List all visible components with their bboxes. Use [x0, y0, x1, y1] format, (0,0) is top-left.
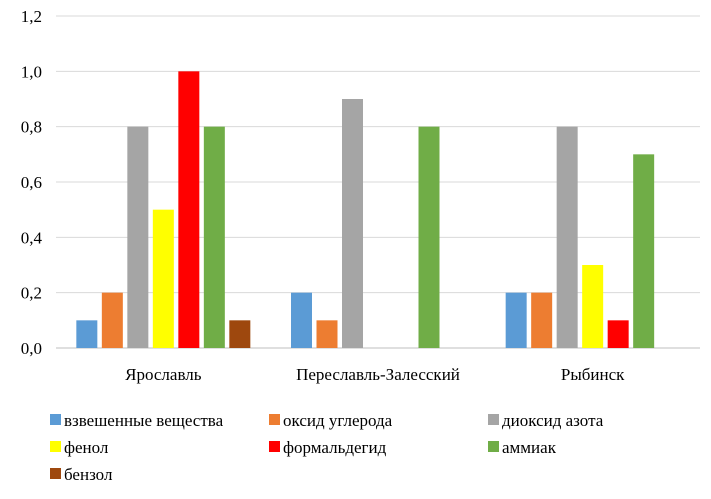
- legend-label: фенол: [64, 438, 109, 457]
- legend-swatch: [269, 414, 280, 425]
- bar-4-1: [152, 209, 174, 348]
- bar-1-3: [505, 292, 527, 348]
- bar-2-3: [531, 292, 553, 348]
- bar-3-3: [556, 126, 578, 349]
- legend: взвешенные вещества оксид углерода диоксид…: [50, 411, 604, 484]
- bar-7-1: [229, 320, 251, 348]
- x-axis: Ярославль Переславль-Залесский Рыбинск: [125, 365, 625, 384]
- x-category-label: Рыбинск: [561, 365, 625, 384]
- y-tick-label: 0,4: [21, 228, 43, 247]
- legend-swatch: [488, 414, 499, 425]
- y-tick-label: 0,6: [21, 173, 42, 192]
- y-tick-label: 0,8: [21, 118, 42, 137]
- legend-label: бензол: [64, 465, 113, 484]
- bar-1-1: [76, 320, 98, 348]
- legend-label: оксид углерода: [283, 411, 393, 430]
- bar-6-2: [418, 126, 440, 349]
- y-tick-label: 1,0: [21, 62, 42, 81]
- legend-swatch: [50, 441, 61, 452]
- bar-3-2: [342, 99, 363, 348]
- y-tick-label: 0,2: [21, 284, 42, 303]
- bar-2-2: [316, 320, 338, 348]
- y-tick-label: 1,2: [21, 7, 42, 26]
- legend-label: взвешенные вещества: [64, 411, 224, 430]
- bar-5-3: [607, 320, 629, 348]
- legend-swatch: [50, 414, 61, 425]
- bar-1-2: [291, 292, 312, 348]
- y-axis: 0,0 0,2 0,4 0,6 0,8 1,0 1,2: [21, 7, 43, 358]
- gridlines: [56, 15, 700, 349]
- bar-6-1: [203, 126, 225, 349]
- bar-3-1: [127, 126, 149, 349]
- bar-2-1: [101, 292, 123, 348]
- legend-swatch: [50, 468, 61, 479]
- legend-label: аммиак: [502, 438, 557, 457]
- bar-4-3: [582, 265, 604, 348]
- bars: [76, 71, 655, 349]
- x-category-label: Ярославль: [125, 365, 202, 384]
- bar-5-1: [178, 71, 200, 348]
- legend-label: формальдегид: [283, 438, 387, 457]
- legend-label: диоксид азота: [502, 411, 604, 430]
- legend-swatch: [488, 441, 499, 452]
- y-tick-label: 0,0: [21, 339, 42, 358]
- x-category-label: Переславль-Залесский: [296, 365, 460, 384]
- legend-swatch: [269, 441, 280, 452]
- bar-6-3: [633, 154, 655, 348]
